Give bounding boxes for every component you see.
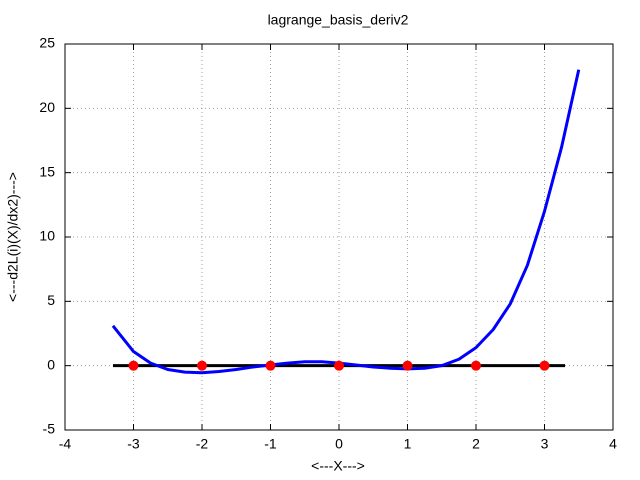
plot-frame bbox=[64, 43, 614, 431]
x-tick-label: -2 bbox=[196, 436, 209, 452]
curve bbox=[111, 69, 581, 375]
point bbox=[128, 360, 139, 371]
chart-title: lagrange_basis_deriv2 bbox=[268, 12, 409, 28]
x-tick-label: 1 bbox=[404, 436, 412, 452]
x-tick-label: 3 bbox=[541, 436, 549, 452]
y-tick-label: -5 bbox=[43, 421, 56, 437]
y-tick-label: 25 bbox=[39, 35, 55, 51]
y-axis-label: <---d2L(i)(X)/dx2)---> bbox=[5, 172, 21, 302]
point bbox=[265, 360, 276, 371]
y-tick-label: 15 bbox=[39, 163, 55, 179]
x-axis-label: <---X---> bbox=[311, 458, 365, 474]
y-tick-label: 20 bbox=[39, 99, 55, 115]
y-tick-label: 0 bbox=[47, 356, 55, 372]
point bbox=[402, 360, 413, 371]
x-tick-label: 4 bbox=[609, 436, 617, 452]
point bbox=[539, 360, 550, 371]
point bbox=[334, 360, 344, 371]
point bbox=[471, 360, 481, 371]
y-tick-label: 10 bbox=[39, 228, 55, 244]
x-tick-label: -1 bbox=[264, 436, 277, 452]
x-tick-label: -3 bbox=[127, 436, 140, 452]
x-tick-label: 2 bbox=[472, 436, 480, 452]
point bbox=[197, 360, 207, 371]
y-tick-label: 5 bbox=[47, 292, 55, 308]
x-tick-label: 0 bbox=[335, 436, 343, 452]
x-tick-label: -4 bbox=[59, 436, 72, 452]
